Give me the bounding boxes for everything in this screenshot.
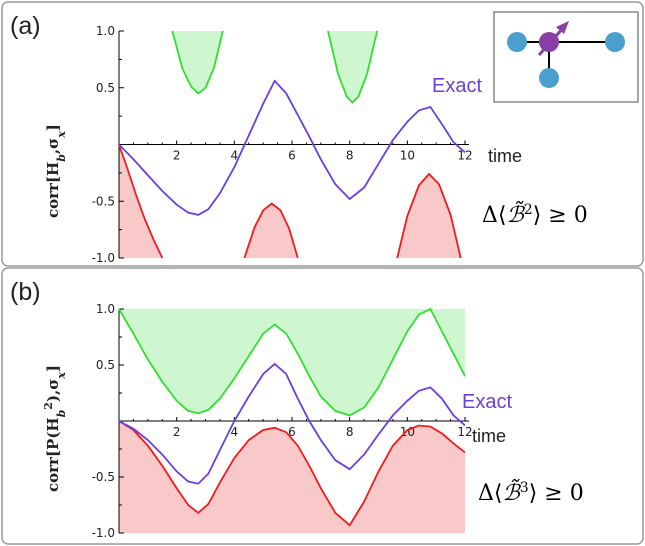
panel-b-frame bbox=[1, 267, 644, 545]
panel-b-xtick-label: 6 bbox=[288, 425, 296, 439]
panel-a-upper-bound-line-0 bbox=[171, 30, 224, 95]
panel-b-lower-fill bbox=[119, 421, 465, 533]
panel-a-ytick-label: -0.5 bbox=[92, 194, 115, 208]
panel-a-ytick-label: 0.5 bbox=[96, 81, 115, 95]
inset-node-left bbox=[507, 32, 527, 52]
panel-a-lower-fill-2 bbox=[397, 174, 461, 258]
panel-a-ylabel: corr[Hb,σx] bbox=[44, 124, 68, 218]
panel-a-xlabel: time bbox=[488, 146, 522, 166]
inset-node-bottom bbox=[539, 68, 559, 88]
panel-a-frame bbox=[1, 1, 644, 267]
panel-b-xtick-label: 12 bbox=[457, 425, 472, 439]
panel-b-ytick-label: 0.5 bbox=[96, 358, 115, 372]
panel-b-upper-fill bbox=[119, 309, 465, 416]
panel-a-xtick-label: 6 bbox=[288, 149, 296, 163]
panel-b-xtick-label: 8 bbox=[346, 425, 354, 439]
panel-b-xlabel: time bbox=[472, 426, 506, 446]
panel-a-plot: 2 4 6 8 10 12 1.0 0.5 -0.5 -1.0 bbox=[92, 24, 473, 265]
panel-a-lower-fill-0 bbox=[119, 144, 163, 258]
inset-node-right bbox=[605, 32, 625, 52]
panel-a-xtick-label: 8 bbox=[346, 149, 354, 163]
panel-b-label: (b) bbox=[10, 278, 41, 306]
panel-a-upper-fill-0 bbox=[172, 31, 223, 94]
molecule-inset bbox=[493, 11, 639, 103]
panel-a-xtick-label: 10 bbox=[400, 149, 415, 163]
panel-a-lower-fill-1 bbox=[244, 203, 298, 258]
panel-b-lower-bound-line bbox=[118, 420, 466, 527]
panel-a-upper-fill-1 bbox=[328, 31, 378, 103]
panel-a-ytick-label: 1.0 bbox=[96, 24, 115, 38]
panel-b-ytick-label: -0.5 bbox=[92, 470, 115, 484]
panel-a-upper-bound-line-1 bbox=[327, 30, 378, 104]
panel-b-upper-bound-line bbox=[118, 307, 466, 417]
panel-b-xtick-label: 2 bbox=[173, 425, 181, 439]
panel-b-xtick-label: 4 bbox=[231, 425, 239, 439]
panel-a-lower-bound-line-0 bbox=[118, 144, 164, 259]
panel-a-lower-bound-line-1 bbox=[243, 202, 299, 259]
panel-a: (a) 2 4 6 8 10 12 1.0 0.5 -0.5 -1.0 time corr[Hb,… bbox=[1, 1, 644, 267]
inset-spin-arrowhead bbox=[556, 21, 569, 34]
panel-a-xtick-label: 12 bbox=[457, 149, 472, 163]
panel-a-ytick-label: -1.0 bbox=[92, 251, 115, 265]
panel-b-exact-line bbox=[118, 362, 466, 485]
inset-spin-arrow bbox=[537, 26, 566, 56]
panel-b-ytick-label: -1.0 bbox=[92, 526, 115, 540]
panel-a-formula: Δ⟨ℬ̃2⟩ ≥ 0 bbox=[482, 200, 588, 228]
panel-b-ylabel: corr[P(Hb2),σx] bbox=[42, 365, 68, 492]
panel-b-formula: Δ⟨ℬ̃3⟩ ≥ 0 bbox=[478, 478, 584, 506]
panel-b: (b) 2 4 6 8 10 121.00.5-0.5-1.0 time corr[P(H… bbox=[1, 267, 644, 545]
panel-a-xtick-label: 2 bbox=[173, 149, 181, 163]
panel-b-ytick-label: 1.0 bbox=[96, 302, 115, 316]
panel-b-exact-label: Exact bbox=[462, 391, 512, 413]
panel-a-xtick-label: 4 bbox=[231, 149, 239, 163]
panel-a-label: (a) bbox=[10, 12, 41, 40]
panel-a-lower-bound-line-2 bbox=[396, 172, 462, 259]
panel-a-exact-label: Exact bbox=[432, 75, 482, 97]
panel-b-plot: 2 4 6 8 10 121.00.5-0.5-1.0 bbox=[92, 302, 473, 540]
panel-a-exact-line bbox=[118, 79, 466, 216]
